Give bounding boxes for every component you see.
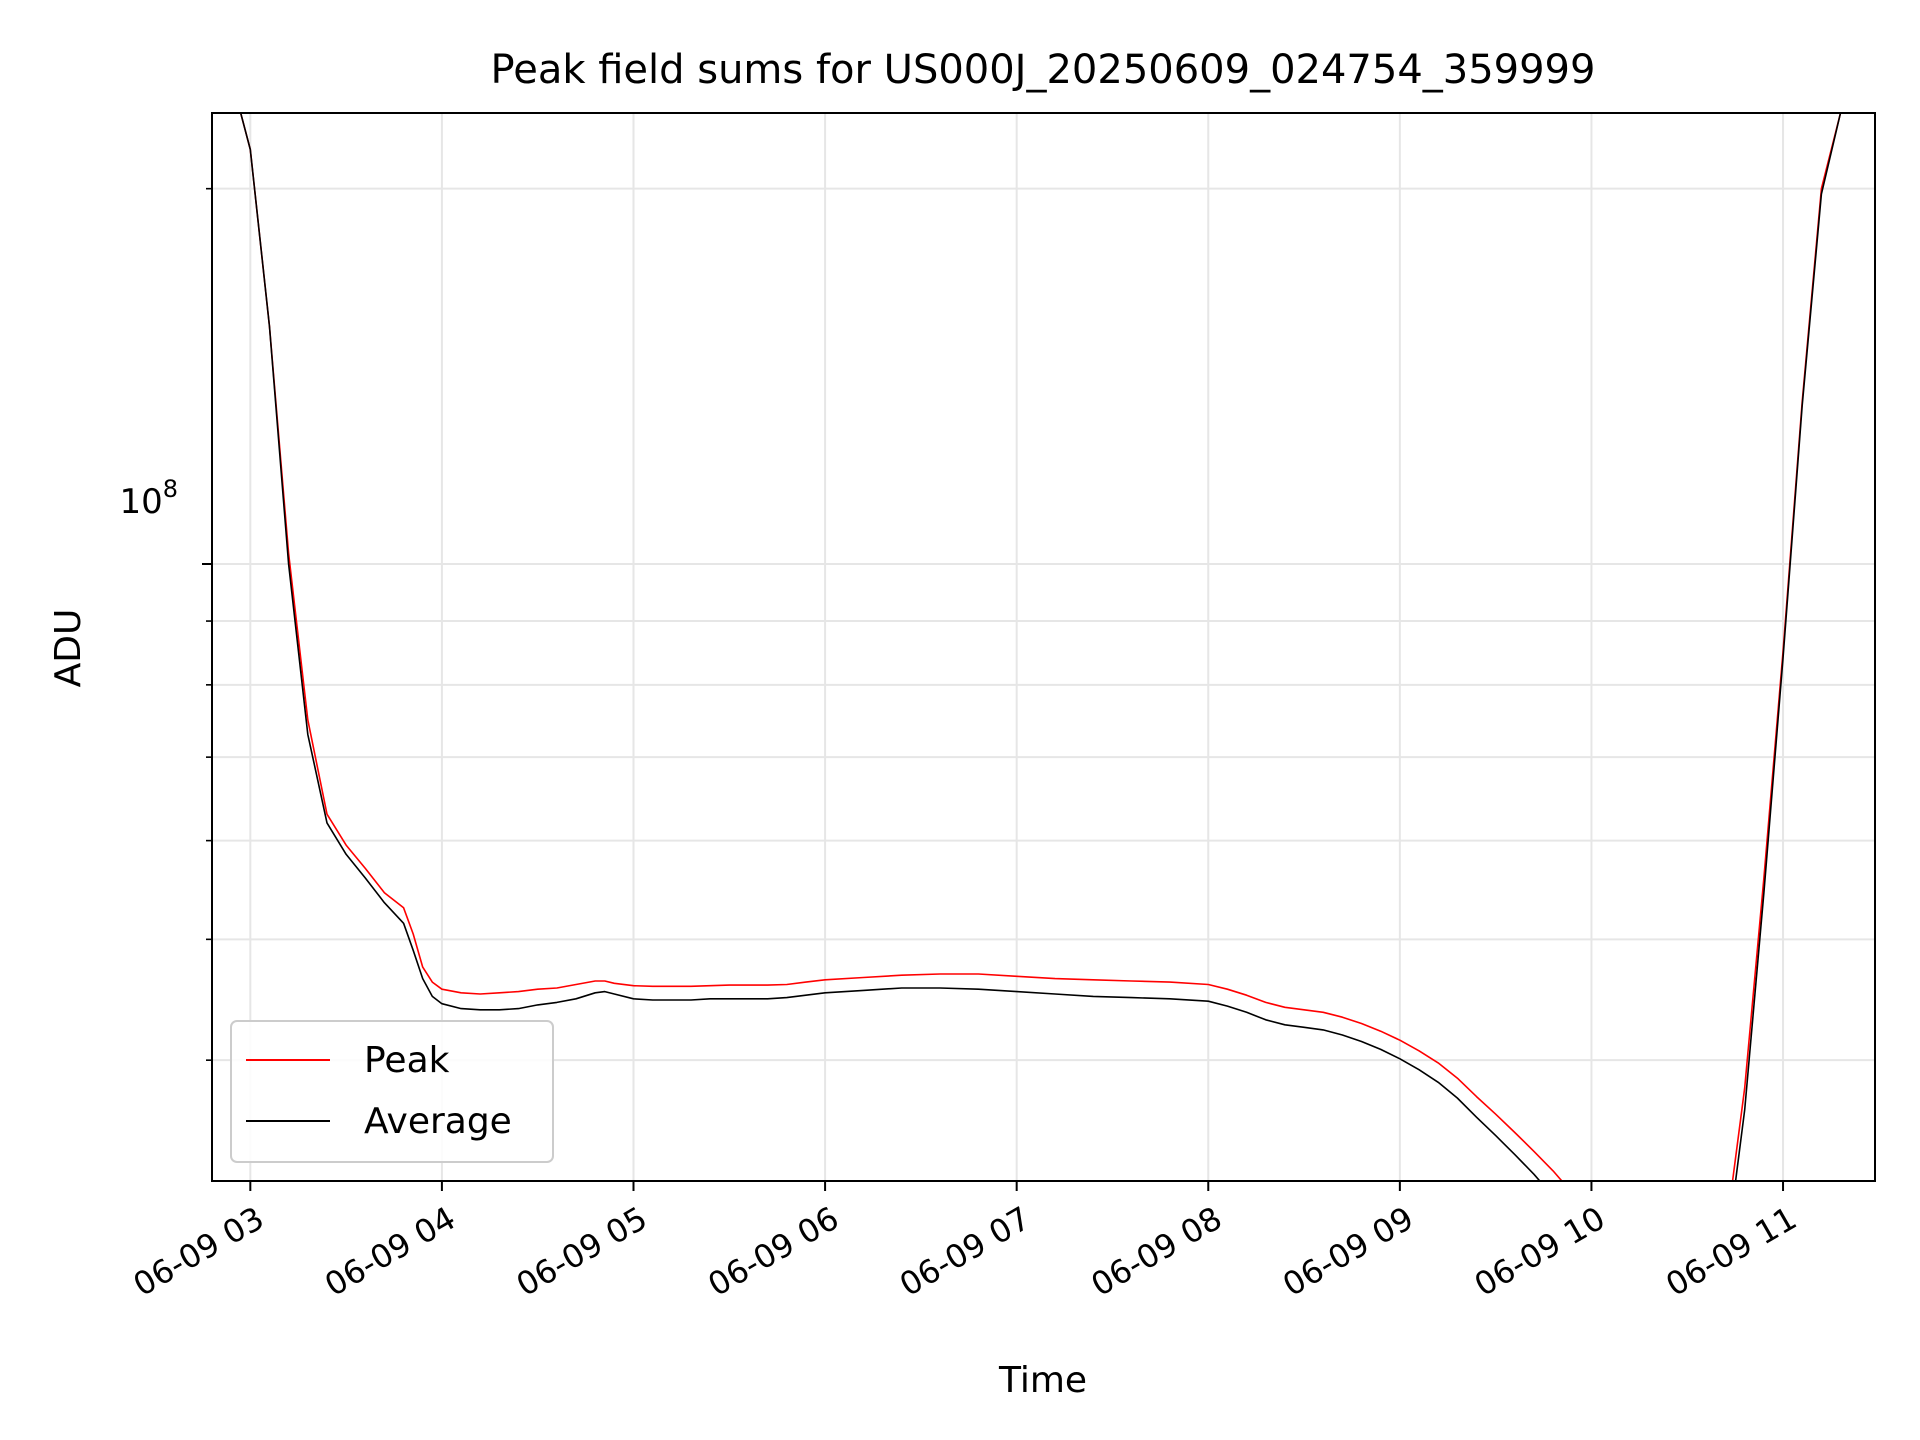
series-line-peak (212, 113, 1875, 1181)
legend-label-average: Average (364, 1101, 512, 1142)
legend-label-peak: Peak (364, 1040, 450, 1081)
y-tick-base: 10 (119, 482, 162, 522)
plot-frame (211, 112, 1876, 1182)
chart-title: Peak field sums for US000J_20250609_0247… (491, 47, 1596, 93)
legend-box (230, 1020, 554, 1163)
series-line-average (212, 113, 1875, 1181)
series-layer (212, 113, 1875, 1181)
x-axis-label: Time (998, 1360, 1087, 1401)
y-tick-label-1e8: 108 (119, 475, 178, 522)
y-tick-exponent: 8 (163, 475, 178, 503)
y-axis (202, 187, 212, 1061)
y-axis-label: ADU (48, 609, 89, 688)
legend: Peak Average (230, 1020, 554, 1163)
